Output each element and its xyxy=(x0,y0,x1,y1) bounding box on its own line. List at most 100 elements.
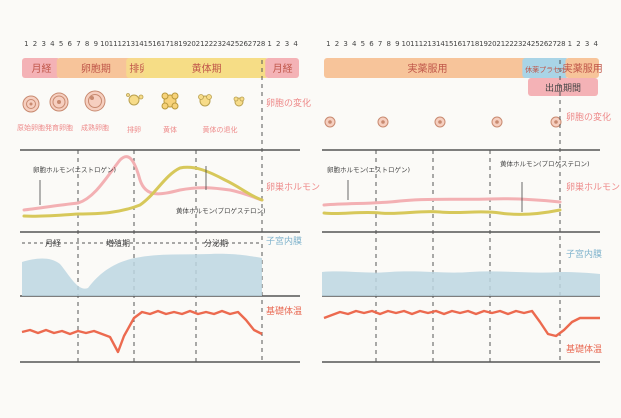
ovulation-icon xyxy=(126,93,144,106)
right-day-number: 18 xyxy=(470,40,479,48)
right-day-number: 17 xyxy=(462,40,471,48)
right-day-numbers: 1 2 3 4 5 6 7 8 9 10 11 12 13 14 15 16 17 18 19 20 21 22 23 24 2… xyxy=(326,40,598,48)
corpus-luteum-regression-icon xyxy=(198,94,245,107)
left-phase-block xyxy=(143,58,269,78)
right-day-number: 16 xyxy=(453,40,462,48)
right-phase-label: 実薬服用 xyxy=(408,62,448,75)
left-uterine-label: 子宮内膜 xyxy=(266,235,302,247)
left-day-number: 15 xyxy=(144,40,153,48)
right-day-number: 2 xyxy=(576,40,580,48)
right-phase-block xyxy=(324,58,530,78)
left-phase-label: 月経 xyxy=(273,62,293,75)
mature-follicle-icon xyxy=(84,90,106,112)
left-phase-block xyxy=(56,58,134,78)
right-day-number: 15 xyxy=(445,40,454,48)
left-period-proliferative: 増殖期 xyxy=(106,238,130,248)
suppressed-follicle-icon xyxy=(377,116,389,128)
right-hormone-label: 卵巣ホルモン xyxy=(566,181,620,193)
right-uterine-lining xyxy=(322,271,600,296)
left-day-number: 2 xyxy=(276,40,280,48)
left-progesterone-annotation: 黄体ホルモン(プロゲステロン) xyxy=(176,206,266,215)
left-panel-natural-cycle: 1 2 3 4 5 6 7 8 9 10 11 12 13 14 15 16 17 18 19 20 21 22 23 24 2… xyxy=(17,40,320,363)
right-vertical-dashes xyxy=(375,60,561,362)
left-day-number: 5 xyxy=(59,40,63,48)
follicle-label-2: 発育卵胞 xyxy=(45,123,73,132)
left-day-number: 8 xyxy=(85,40,89,48)
right-estrogen-annotation: 卵胞ホルモン(エストロゲン) xyxy=(327,165,410,174)
right-phase-label: 休薬プラセボ xyxy=(525,65,567,74)
left-day-number: 16 xyxy=(152,40,161,48)
right-phase-block xyxy=(565,58,599,78)
suppressed-follicle-icon xyxy=(550,116,562,128)
bleeding-period-box xyxy=(528,78,598,96)
left-day-number: 19 xyxy=(178,40,187,48)
left-day-number: 12 xyxy=(117,40,126,48)
right-day-number: 5 xyxy=(361,40,365,48)
follicle-label-1: 原始卵胞 xyxy=(17,123,45,132)
right-day-number: 4 xyxy=(593,40,598,48)
left-day-number: 7 xyxy=(76,40,80,48)
suppressed-follicle-icon xyxy=(491,116,503,128)
left-uterine-lining xyxy=(22,253,262,296)
left-progesterone-curve xyxy=(22,165,264,218)
left-day-number: 28 xyxy=(256,40,265,48)
left-day-number: 18 xyxy=(170,40,179,48)
right-day-number: 3 xyxy=(343,40,347,48)
left-day-number: 22 xyxy=(204,40,213,48)
follicle-label-6: 黄体の退化 xyxy=(203,125,238,134)
left-day-number: 4 xyxy=(293,40,298,48)
left-day-number: 23 xyxy=(213,40,222,48)
left-estrogen-annotation: 卵胞ホルモン(エストロゲン) xyxy=(33,165,116,174)
left-day-number: 10 xyxy=(100,40,109,48)
left-day-number: 3 xyxy=(41,40,45,48)
left-follicle-row xyxy=(22,90,245,113)
follicle-label-3: 成熟卵胞 xyxy=(81,123,109,132)
right-day-number: 11 xyxy=(410,40,419,48)
right-panel-pill-cycle: 1 2 3 4 5 6 7 8 9 10 11 12 13 14 15 16 17 18 19 20 21 22 23 24 2… xyxy=(322,40,620,363)
corpus-luteum-icon xyxy=(161,92,179,110)
right-day-number: 8 xyxy=(386,40,390,48)
right-follicle-row xyxy=(324,116,562,128)
right-phase-label: 実薬服用 xyxy=(563,62,603,75)
left-follicle-labels: 原始卵胞 発育卵胞 成熟卵胞 排卵 黄体 黄体の退化 xyxy=(17,123,238,134)
right-day-number: 19 xyxy=(479,40,488,48)
left-day-number: 21 xyxy=(196,40,205,48)
left-day-number: 20 xyxy=(187,40,196,48)
right-day-number: 21 xyxy=(496,40,505,48)
left-day-number: 24 xyxy=(222,40,231,48)
left-period-menstruation: 月経 xyxy=(45,238,61,248)
left-day-number: 1 xyxy=(267,40,271,48)
left-hormone-label: 卵巣ホルモン xyxy=(266,181,320,193)
right-day-number: 7 xyxy=(378,40,382,48)
right-bbt-curve xyxy=(323,309,600,338)
left-day-number: 1 xyxy=(24,40,28,48)
right-day-number: 4 xyxy=(352,40,357,48)
left-day-number: 9 xyxy=(94,40,98,48)
left-day-number: 3 xyxy=(285,40,289,48)
right-bbt-label: 基礎体温 xyxy=(566,343,602,355)
right-uterine-label: 子宮内膜 xyxy=(566,248,602,260)
developing-follicle-icon xyxy=(49,92,69,112)
left-day-number: 17 xyxy=(161,40,170,48)
left-bbt-curve xyxy=(21,309,263,354)
left-day-number: 14 xyxy=(135,40,144,48)
right-day-number: 23 xyxy=(514,40,523,48)
right-day-number: 26 xyxy=(539,40,548,48)
left-day-number: 25 xyxy=(230,40,239,48)
left-day-number: 4 xyxy=(50,40,55,48)
suppressed-follicle-icon xyxy=(324,116,336,128)
left-day-number: 13 xyxy=(126,40,135,48)
left-day-number: 2 xyxy=(33,40,37,48)
left-day-number: 27 xyxy=(248,40,257,48)
left-phase-label: 卵胞期 xyxy=(81,63,111,75)
left-phase-band: 月経 卵胞期 排卵 黄体期 月経 xyxy=(22,58,299,78)
right-progesterone-annotation: 黄体ホルモン(プロゲステロン) xyxy=(500,159,590,168)
left-phase-block xyxy=(22,58,61,78)
right-day-number: 10 xyxy=(401,40,410,48)
right-progesterone-curve xyxy=(322,208,562,216)
right-day-number: 22 xyxy=(505,40,514,48)
right-day-number: 24 xyxy=(522,40,531,48)
